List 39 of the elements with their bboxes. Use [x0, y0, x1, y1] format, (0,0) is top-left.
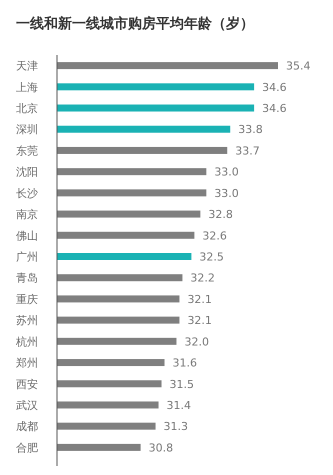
y-tick-label: 东莞	[16, 144, 38, 158]
data-label: 31.3	[164, 420, 188, 434]
y-tick-label: 重庆	[16, 292, 38, 306]
data-label: 33.8	[238, 123, 263, 136]
y-tick-label: 合肥	[16, 441, 38, 454]
y-tick-label: 上海	[16, 80, 38, 94]
data-label: 35.4	[286, 60, 310, 73]
chart-title: 一线和新一线城市购房平均年龄（岁）	[16, 15, 254, 32]
data-label: 32.5	[199, 250, 224, 264]
data-label: 34.6	[262, 102, 287, 116]
data-label: 33.0	[214, 186, 239, 200]
data-label: 33.0	[214, 166, 239, 179]
y-tick-label: 武汉	[16, 398, 38, 412]
y-tick-label: 深圳	[16, 123, 38, 136]
y-tick-label: 西安	[16, 378, 38, 391]
data-label: 32.8	[208, 208, 233, 222]
y-tick-label: 广州	[16, 250, 38, 264]
data-label: 34.6	[262, 80, 287, 94]
data-label: 33.7	[235, 144, 260, 158]
y-tick-label: 青岛	[16, 272, 38, 285]
data-label: 31.6	[172, 356, 198, 370]
data-label: 31.4	[166, 398, 192, 412]
data-label: 32.0	[184, 335, 209, 348]
y-tick-label: 沈阳	[16, 166, 38, 179]
y-tick-label: 长沙	[16, 186, 38, 200]
y-tick-label: 南京	[16, 208, 38, 222]
y-tick-label: 杭州	[15, 335, 38, 348]
data-label: 31.5	[170, 378, 194, 391]
data-label: 30.8	[148, 441, 174, 454]
y-tick-label: 成都	[16, 420, 38, 434]
y-tick-label: 北京	[16, 102, 38, 116]
data-label: 32.6	[202, 229, 227, 242]
data-label: 32.1	[187, 314, 212, 328]
y-tick-label: 佛山	[16, 229, 38, 242]
y-tick-label: 郑州	[16, 356, 38, 370]
data-label: 32.2	[190, 272, 215, 285]
y-tick-label: 天津	[16, 60, 38, 73]
data-label: 32.1	[187, 292, 212, 306]
y-tick-label: 苏州	[16, 314, 38, 328]
